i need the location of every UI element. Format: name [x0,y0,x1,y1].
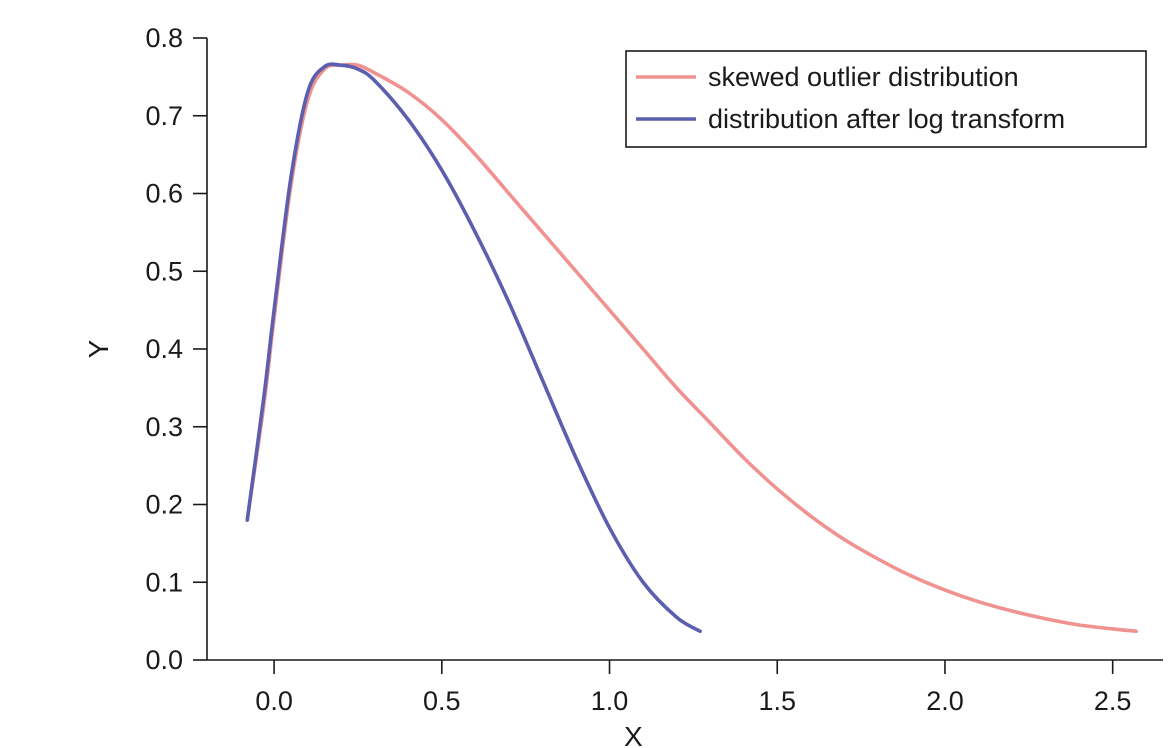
x-tick-label: 1.5 [758,686,796,716]
y-tick-label: 0.6 [145,179,183,209]
x-tick-label: 0.0 [255,686,293,716]
legend: skewed outlier distribution distribution … [625,50,1147,148]
y-tick-label: 0.3 [145,412,183,442]
series-line-log-transform [245,62,702,634]
x-tick-label: 1.0 [591,686,629,716]
y-tick-label: 0.1 [145,567,183,597]
series-line-skewed-outlier [245,62,1138,634]
legend-label: skewed outlier distribution [708,62,1019,92]
legend-box [625,50,1147,148]
y-tick-label: 0.2 [145,490,183,520]
y-tick-label: 0.7 [145,101,183,131]
y-tick-label: 0.4 [145,334,183,364]
x-tick-label: 2.5 [1094,686,1132,716]
legend-label: distribution after log transform [708,104,1065,134]
y-tick-label: 0.5 [145,256,183,286]
y-tick-label: 0.0 [145,645,183,675]
x-tick-label: 2.0 [926,686,964,716]
y-axis-title: Y [83,339,114,358]
y-tick-label: 0.8 [145,23,183,53]
x-tick-label: 0.5 [423,686,461,716]
x-axis-title: X [624,721,643,748]
plot-lines [245,62,1138,634]
axes: 0.0 0.1 0.2 0.3 0.4 0.5 0.6 0.7 0.8 0.0 0.5 1.0 1.5 2… [83,23,1163,748]
